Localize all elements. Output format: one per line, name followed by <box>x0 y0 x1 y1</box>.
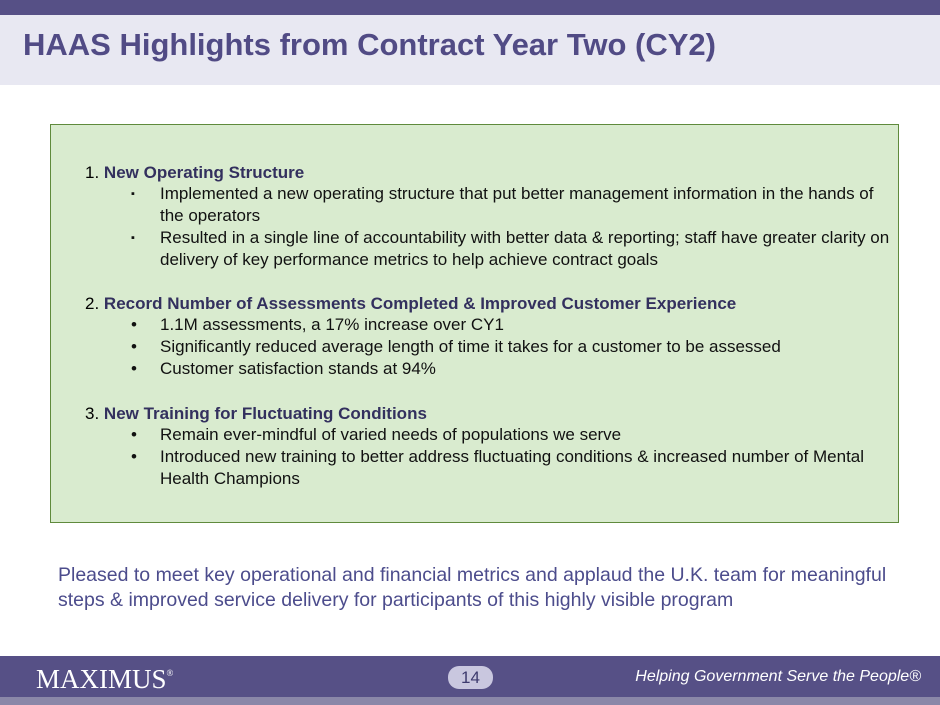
square-bullet-icon: ▪ <box>131 188 135 200</box>
dot-bullet-icon: • <box>131 425 137 444</box>
section-1-title: New Operating Structure <box>103 163 305 182</box>
section-3-title: New Training for Fluctuating Conditions <box>103 404 427 423</box>
maximus-logo: MAXIMUS® <box>36 664 174 694</box>
section-1-number: 1. <box>85 163 100 182</box>
highlights-box: 1. New Operating Structure ▪ Implemented … <box>50 124 899 523</box>
section-3-heading: 3. New Training for Fluctuating Conditio… <box>85 403 898 424</box>
section-3-number: 3. <box>85 404 100 423</box>
list-item: • Remain ever-mindful of varied needs of … <box>131 425 622 444</box>
dot-bullet-icon: • <box>131 359 137 378</box>
section-3-list: • Remain ever-mindful of varied needs of … <box>85 424 898 490</box>
list-item: ▪ Resulted in a single line of accountabi… <box>131 228 890 269</box>
page-number-badge: 14 <box>448 666 493 689</box>
list-item: • Significantly reduced average length of… <box>131 337 781 356</box>
dot-bullet-icon: • <box>131 315 137 334</box>
section-1-heading: 1. New Operating Structure <box>85 162 898 183</box>
section-1-list: ▪ Implemented a new operating structure t… <box>85 183 898 271</box>
section-3: 3. New Training for Fluctuating Conditio… <box>85 403 898 490</box>
section-2-title: Record Number of Assessments Completed &… <box>103 294 737 313</box>
footer-bottom-rule <box>0 697 940 705</box>
registered-mark: ® <box>166 668 174 678</box>
dot-bullet-icon: • <box>131 337 137 356</box>
section-2: 2. Record Number of Assessments Complete… <box>85 293 781 380</box>
dot-bullet-icon: • <box>131 447 137 466</box>
section-2-list: • 1.1M assessments, a 17% increase over C… <box>85 314 781 380</box>
list-item: ▪ Implemented a new operating structure t… <box>131 184 874 225</box>
list-item: • Customer satisfaction stands at 94% <box>131 359 436 378</box>
top-accent-bar <box>0 0 940 15</box>
summary-text: Pleased to meet key operational and fina… <box>58 564 887 611</box>
section-1: 1. New Operating Structure ▪ Implemented … <box>85 162 898 271</box>
section-2-heading: 2. Record Number of Assessments Complete… <box>85 293 781 314</box>
list-item: • 1.1M assessments, a 17% increase over C… <box>131 315 504 334</box>
square-bullet-icon: ▪ <box>131 232 135 244</box>
slide-title: HAAS Highlights from Contract Year Two (… <box>23 27 716 62</box>
tagline: Helping Government Serve the People® <box>635 668 921 685</box>
footer-top-rule <box>0 656 940 658</box>
title-band <box>0 15 940 85</box>
list-item: • Introduced new training to better addre… <box>131 447 865 488</box>
section-2-number: 2. <box>85 294 100 313</box>
